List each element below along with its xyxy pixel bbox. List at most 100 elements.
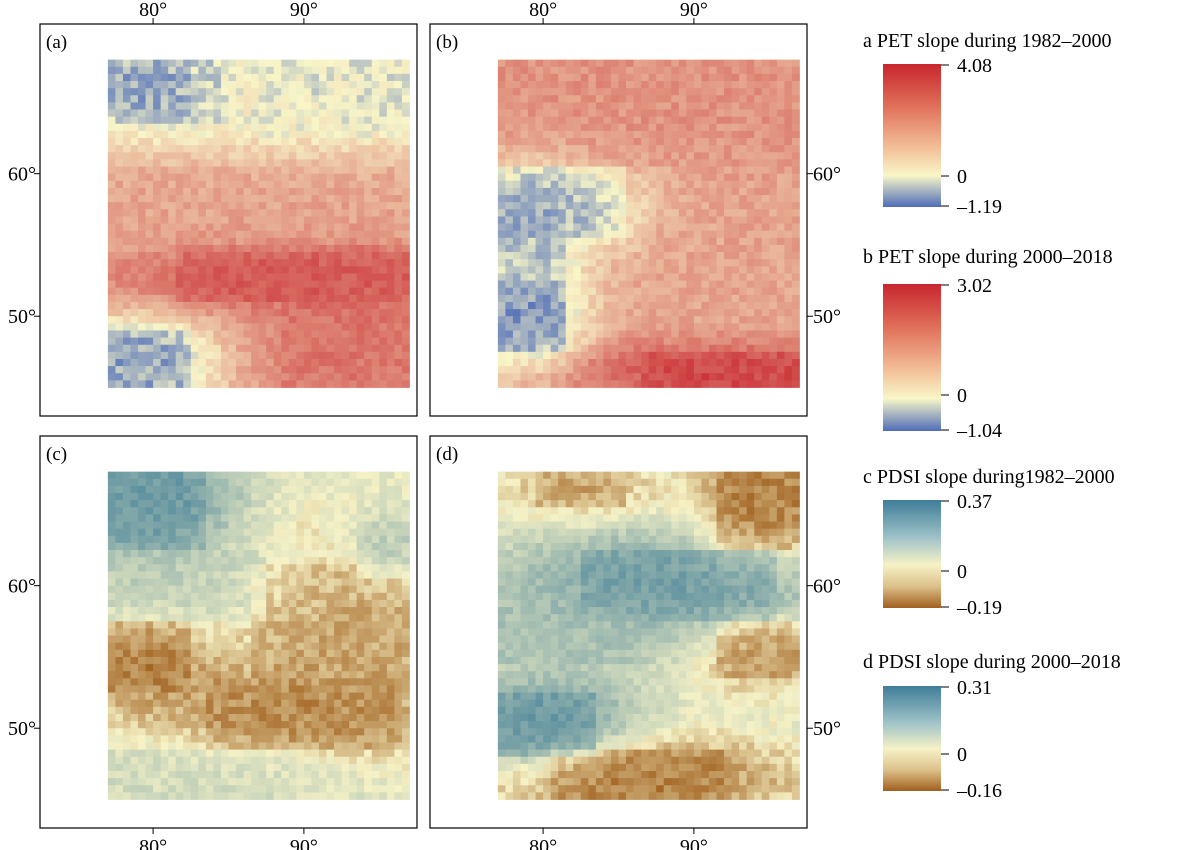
heatmap-cell [497,280,506,289]
heatmap-cell [595,223,604,232]
heatmap-cell [341,173,350,182]
heatmap-cell [168,102,177,110]
heatmap-cell [739,180,748,189]
heatmap-cell [266,81,275,89]
heatmap-cell [281,88,290,96]
heatmap-cell [708,130,717,139]
heatmap-cell [512,66,521,75]
heatmap-cell [595,230,604,239]
heatmap-cell [190,273,199,281]
heatmap-cell [130,252,139,260]
heatmap-cell [769,152,778,160]
heatmap-cell [497,351,506,360]
heatmap-cell [266,557,275,565]
heatmap-cell [220,578,229,587]
heatmap-cell [311,550,320,558]
heatmap-cell [175,159,184,167]
heatmap-cell [145,621,154,629]
heatmap-cell [746,366,755,374]
heatmap-cell [341,649,350,658]
heatmap-cell [130,259,139,267]
heatmap-cell [303,478,312,487]
heatmap-cell [145,557,154,565]
heatmap-cell [565,237,574,246]
heatmap-cell [364,138,373,146]
heatmap-cell [190,649,199,658]
heatmap-cell [701,309,710,317]
heatmap-cell [220,380,229,388]
heatmap-cell [784,259,793,267]
heatmap-cell [266,635,275,644]
heatmap-cell [648,280,657,289]
heatmap-cell [701,152,710,160]
heatmap-cell [512,138,521,146]
heatmap-cell [153,266,162,274]
heatmap-cell [251,621,260,629]
heatmap-cell [558,358,567,367]
heatmap-cell [145,95,154,103]
heatmap-cell [401,145,410,153]
heatmap-cell [588,116,597,125]
heatmap-cell [130,216,139,224]
heatmap-cell [693,351,702,360]
heatmap-cell [386,159,395,167]
heatmap-cell [258,621,267,629]
heatmap-cell [190,323,199,331]
heatmap-cell [198,102,207,110]
heatmap-cell [693,209,702,217]
heatmap-cell [686,95,695,103]
heatmap-cell [213,671,222,679]
heatmap-cell [686,195,695,203]
heatmap-cell [198,152,207,160]
heatmap-cell [671,330,680,338]
heatmap-cell [401,301,410,310]
heatmap-cell [379,266,388,274]
heatmap-cell [648,180,657,189]
heatmap-cell [138,195,146,203]
heatmap-cell [266,202,275,210]
heatmap-cell [190,557,199,565]
heatmap-cell [175,471,184,480]
heatmap-cell [708,366,717,374]
heatmap-cell [281,259,290,267]
heatmap-cell [716,323,725,331]
heatmap-cell [122,685,131,693]
heatmap-cell [341,59,350,68]
heatmap-cell [543,344,552,353]
heatmap-cell [603,230,612,239]
heatmap-cell [671,109,680,118]
heatmap-cell [641,81,650,89]
heatmap-cell [618,273,627,281]
heatmap-cell [107,358,116,367]
heatmap-cell [371,252,380,260]
heatmap-cell [251,223,260,232]
heatmap-cell [716,273,725,281]
heatmap-cell [746,159,755,167]
heatmap-cell [303,95,312,103]
heatmap-cell [371,628,380,636]
heatmap-cell [303,678,312,686]
heatmap-cell [401,337,410,346]
heatmap-cell [175,116,184,125]
heatmap-cell [618,252,627,260]
heatmap-cell [580,287,589,296]
heatmap-cell [107,216,116,224]
heatmap-cell [258,301,267,310]
heatmap-cell [251,252,260,260]
heatmap-cell [160,166,169,175]
heatmap-cell [318,507,327,515]
heatmap-cell [603,159,612,167]
heatmap-cell [693,81,702,89]
heatmap-cell [708,294,717,303]
heatmap-cell [281,287,290,296]
heatmap-cell [122,73,131,82]
heatmap-cell [497,109,506,118]
heatmap-cell [349,138,358,146]
heatmap-cell [371,351,380,360]
heatmap-cell [386,130,395,139]
heatmap-cell [386,280,395,289]
heatmap-cell [160,244,169,253]
heatmap-cell [198,351,207,360]
heatmap-cell [701,209,710,217]
heatmap-cell [288,578,297,587]
